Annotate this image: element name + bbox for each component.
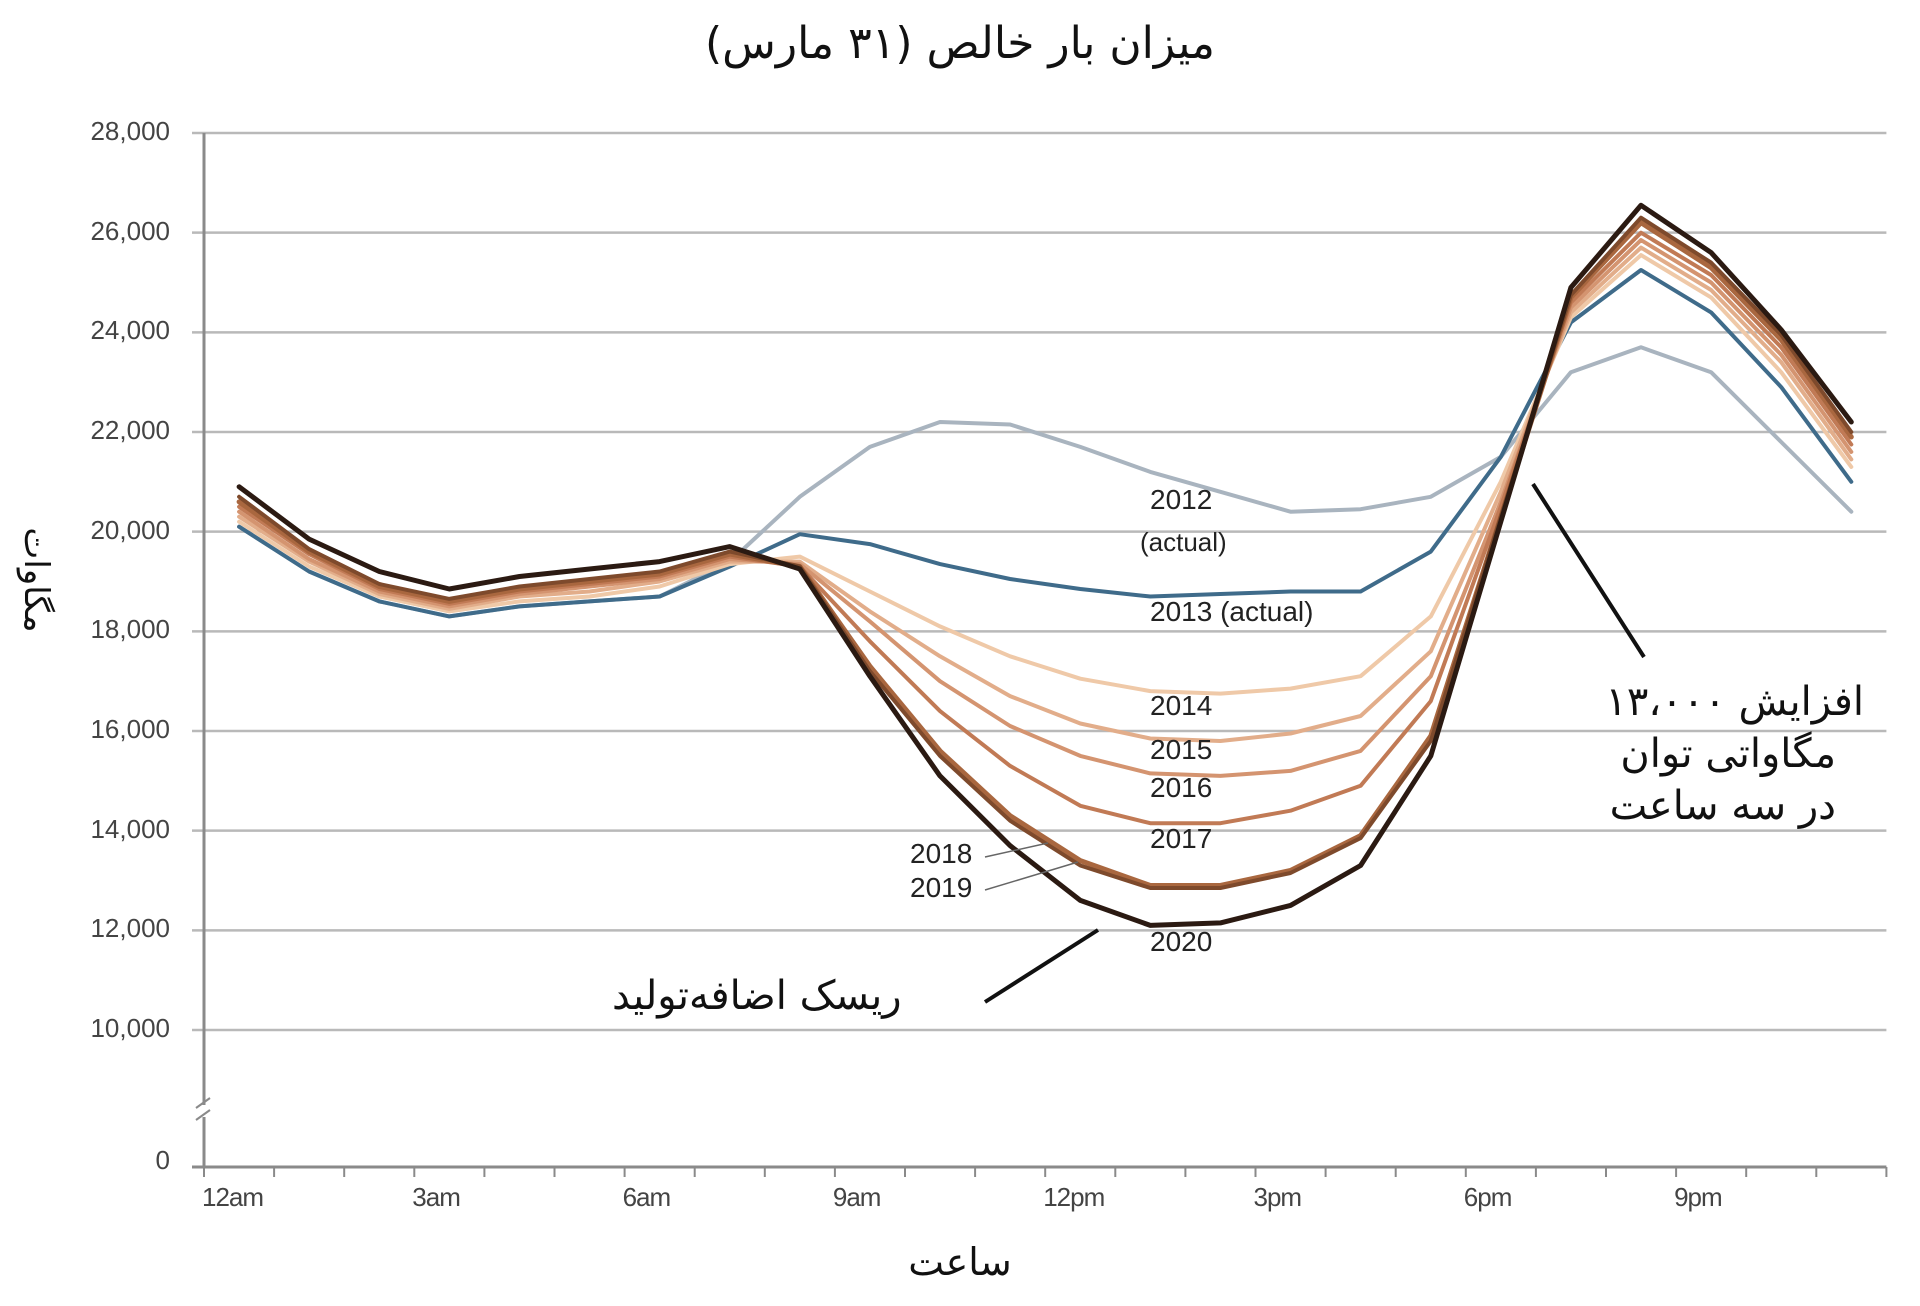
axis-break-icon xyxy=(195,1109,211,1121)
annotation-pointers xyxy=(983,482,1646,1004)
x-axis-title: ساعت xyxy=(908,1240,1012,1284)
label-2016: 2016 xyxy=(1150,772,1213,803)
series-lines xyxy=(236,202,1854,928)
x-tick-label: 12pm xyxy=(1043,1182,1105,1212)
ramp-annotation-line1: افزایش ۱۳،۰۰۰ xyxy=(1605,679,1864,725)
x-tick-label: 9pm xyxy=(1674,1182,1723,1212)
y-tick-label: 10,000 xyxy=(90,1013,170,1043)
series-line-2015 xyxy=(237,245,1854,743)
ramp-annotation-line3: در سه ساعت xyxy=(1609,783,1836,829)
y-tick-label: 14,000 xyxy=(90,813,170,844)
series-line-2014 xyxy=(237,253,1854,696)
chart-title: میزان بار خالص (۳۱ مارس) xyxy=(705,18,1215,69)
y-tick-label: 26,000 xyxy=(90,215,170,246)
x-tick-label: 9am xyxy=(832,1182,882,1212)
y-tick-label: 22,000 xyxy=(90,415,170,445)
label-2019: 2019 xyxy=(910,872,973,903)
y-tick-label: 18,000 xyxy=(90,614,170,645)
series-line-2012 xyxy=(237,345,1854,619)
label-2019-leader xyxy=(984,861,1079,891)
ramp-pointer xyxy=(1531,482,1646,659)
y-tick-label: 28,000 xyxy=(90,116,170,146)
y-tick-label: 20,000 xyxy=(90,514,170,545)
y-tick-label: 12,000 xyxy=(90,913,170,944)
series-line-2013 xyxy=(237,268,1854,619)
axis-break-icon xyxy=(195,1097,211,1109)
label-2020: 2020 xyxy=(1150,926,1213,957)
y-tick-label: 24,000 xyxy=(90,315,170,346)
label-2015: 2015 xyxy=(1150,734,1213,765)
y-axis-title: مگاوات xyxy=(16,527,56,633)
y-tick-label: 16,000 xyxy=(90,714,170,744)
label-2018-leader xyxy=(984,842,1049,858)
y-tick-label-zero: 0 xyxy=(155,1145,170,1175)
label-2017: 2017 xyxy=(1150,823,1213,854)
label-2012: 2012 xyxy=(1150,484,1213,515)
series-line-2020 xyxy=(236,202,1854,928)
ramp-annotation: افزایش ۱۳،۰۰۰ مگاواتی توان در سه ساعت xyxy=(1605,676,1864,832)
overgen-pointer xyxy=(983,928,1100,1004)
label-2013: 2013 (actual) xyxy=(1150,596,1314,627)
label-2014: 2014 xyxy=(1150,690,1213,721)
x-tick-label: 3pm xyxy=(1253,1182,1303,1212)
axis-break-gap xyxy=(196,1105,212,1117)
axes xyxy=(192,133,1888,1177)
x-tick-label: 6pm xyxy=(1463,1182,1513,1212)
overgeneration-annotation: ریسک اضافه‌تولید xyxy=(612,973,902,1019)
x-tick-label: 6am xyxy=(622,1182,672,1212)
series-line-2016 xyxy=(237,238,1854,778)
x-tick-label: 3am xyxy=(412,1182,461,1212)
label-2018: 2018 xyxy=(910,838,973,869)
ramp-annotation-line2: مگاواتی توان xyxy=(1620,731,1836,777)
label-2012-actual: (actual) xyxy=(1140,527,1227,557)
x-tick-label: 12am xyxy=(202,1182,264,1212)
